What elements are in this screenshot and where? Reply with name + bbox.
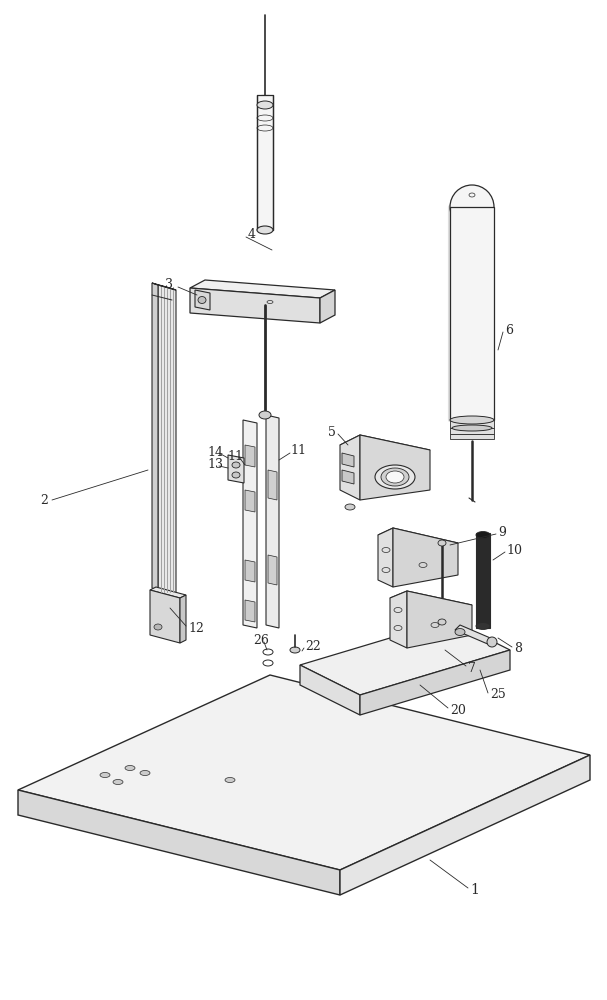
- Text: 11: 11: [227, 450, 243, 464]
- Ellipse shape: [381, 468, 409, 486]
- Polygon shape: [390, 591, 472, 612]
- Ellipse shape: [450, 185, 494, 229]
- Ellipse shape: [140, 770, 150, 776]
- Text: 6: 6: [505, 324, 513, 336]
- Polygon shape: [190, 288, 320, 323]
- Ellipse shape: [113, 780, 123, 784]
- Text: 9: 9: [498, 526, 506, 538]
- Polygon shape: [455, 625, 495, 645]
- Polygon shape: [320, 290, 335, 323]
- Text: 22: 22: [305, 641, 320, 654]
- Polygon shape: [300, 620, 510, 695]
- Polygon shape: [268, 555, 277, 585]
- Polygon shape: [152, 283, 158, 590]
- Polygon shape: [18, 790, 340, 895]
- Polygon shape: [393, 528, 458, 587]
- Polygon shape: [195, 290, 210, 310]
- Ellipse shape: [257, 226, 273, 234]
- Polygon shape: [158, 285, 176, 595]
- Text: 1: 1: [470, 883, 479, 897]
- Polygon shape: [342, 453, 354, 467]
- Text: 11: 11: [290, 444, 306, 456]
- Ellipse shape: [450, 416, 494, 424]
- Ellipse shape: [375, 465, 415, 489]
- Polygon shape: [150, 587, 186, 598]
- Polygon shape: [360, 435, 430, 500]
- Text: 25: 25: [490, 688, 506, 702]
- Polygon shape: [245, 490, 255, 512]
- Ellipse shape: [290, 647, 300, 653]
- Text: 4: 4: [248, 229, 256, 241]
- Ellipse shape: [476, 532, 490, 538]
- Polygon shape: [340, 755, 590, 895]
- Polygon shape: [450, 428, 494, 434]
- Text: 5: 5: [328, 426, 336, 438]
- Ellipse shape: [225, 778, 235, 782]
- Ellipse shape: [125, 766, 135, 770]
- Polygon shape: [407, 591, 472, 648]
- Polygon shape: [180, 595, 186, 643]
- Polygon shape: [245, 560, 255, 582]
- Text: 3: 3: [165, 278, 173, 292]
- Polygon shape: [378, 528, 458, 550]
- Polygon shape: [266, 415, 279, 628]
- Text: 10: 10: [506, 544, 522, 556]
- Text: 26: 26: [253, 634, 269, 647]
- Text: 7: 7: [468, 662, 476, 674]
- Polygon shape: [340, 435, 430, 460]
- Ellipse shape: [232, 462, 240, 468]
- Polygon shape: [450, 420, 494, 428]
- Ellipse shape: [259, 411, 271, 419]
- Ellipse shape: [452, 425, 492, 431]
- Polygon shape: [228, 455, 244, 483]
- Ellipse shape: [476, 622, 490, 630]
- Polygon shape: [150, 590, 180, 643]
- Text: 8: 8: [514, 642, 522, 654]
- Polygon shape: [152, 283, 176, 290]
- Text: 14: 14: [207, 446, 223, 458]
- Polygon shape: [268, 470, 277, 500]
- Polygon shape: [390, 591, 407, 648]
- Ellipse shape: [232, 472, 240, 478]
- Polygon shape: [340, 435, 360, 500]
- Polygon shape: [243, 420, 257, 628]
- Polygon shape: [18, 675, 590, 870]
- Ellipse shape: [487, 637, 497, 647]
- Ellipse shape: [438, 619, 446, 625]
- Ellipse shape: [455, 629, 465, 636]
- Text: 13: 13: [207, 458, 223, 472]
- Polygon shape: [342, 470, 354, 484]
- Ellipse shape: [198, 296, 206, 304]
- Text: 12: 12: [188, 621, 204, 635]
- Polygon shape: [300, 665, 360, 715]
- Text: 2: 2: [40, 493, 48, 506]
- Polygon shape: [190, 280, 335, 298]
- Polygon shape: [476, 533, 490, 628]
- Ellipse shape: [100, 772, 110, 778]
- Ellipse shape: [386, 471, 404, 483]
- Ellipse shape: [345, 504, 355, 510]
- Polygon shape: [378, 528, 393, 587]
- Polygon shape: [245, 600, 255, 622]
- Polygon shape: [257, 95, 273, 230]
- Polygon shape: [360, 650, 510, 715]
- Text: 20: 20: [450, 704, 466, 716]
- Ellipse shape: [154, 624, 162, 630]
- Polygon shape: [245, 445, 255, 467]
- Polygon shape: [450, 207, 494, 420]
- Polygon shape: [450, 434, 494, 439]
- Ellipse shape: [438, 540, 446, 546]
- Ellipse shape: [257, 101, 273, 109]
